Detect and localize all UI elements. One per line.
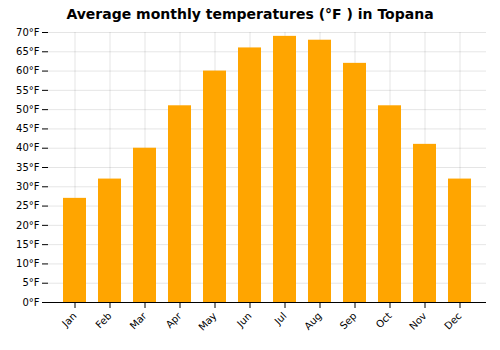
html-text:Average monthly temperatures (: Average monthly temperatures (°F ) in To… [66, 6, 434, 22]
svg-text:15°F: 15°F [16, 239, 40, 250]
svg-text:10°F: 10°F [16, 258, 40, 269]
svg-text:35°F: 35°F [16, 162, 40, 173]
svg-text:25°F: 25°F [16, 200, 40, 211]
svg-text:Feb: Feb [93, 310, 113, 330]
svg-text:0°F: 0°F [22, 297, 39, 308]
svg-text:40°F: 40°F [16, 142, 40, 153]
svg-text:Apr: Apr [164, 310, 185, 331]
svg-text:30°F: 30°F [16, 181, 40, 192]
svg-text:45°F: 45°F [16, 123, 40, 134]
svg-text:Jun: Jun [234, 310, 254, 330]
svg-text:Sep: Sep [338, 310, 359, 331]
svg-text:50°F: 50°F [16, 104, 40, 115]
svg-text:20°F: 20°F [16, 220, 40, 231]
svg-text:Nov: Nov [407, 310, 429, 332]
svg-text:Dec: Dec [442, 310, 463, 331]
svg-text:65°F: 65°F [16, 46, 40, 57]
svg-text:55°F: 55°F [16, 85, 40, 96]
svg-text:Aug: Aug [302, 310, 324, 332]
svg-text:5°F: 5°F [22, 277, 39, 288]
svg-text:Jan: Jan [59, 310, 78, 329]
svg-text:Mar: Mar [128, 310, 150, 332]
svg-text:60°F: 60°F [16, 65, 40, 76]
svg-text:Jul: Jul [272, 310, 289, 327]
svg-text:70°F: 70°F [16, 27, 40, 38]
svg-text:Oct: Oct [374, 310, 394, 330]
svg-text:May: May [196, 310, 218, 332]
